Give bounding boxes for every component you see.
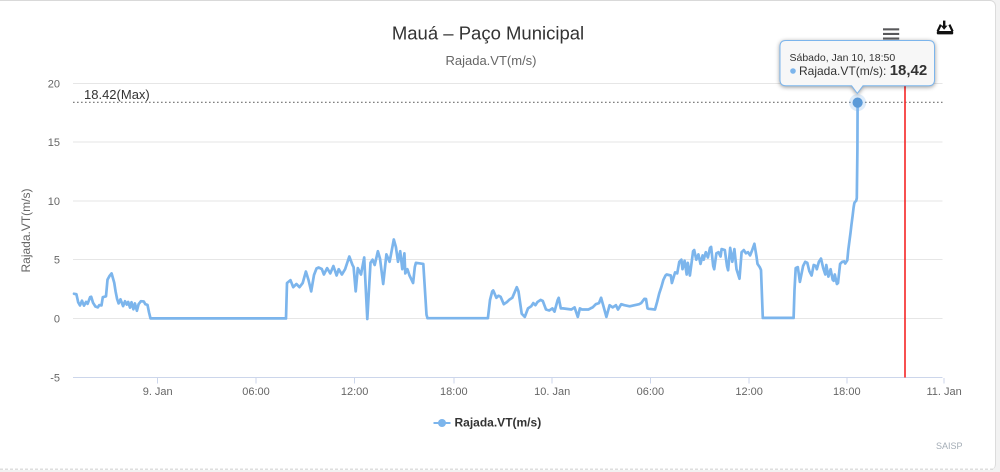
svg-text:SAISP: SAISP: [936, 441, 963, 451]
svg-text:06:00: 06:00: [242, 386, 270, 398]
svg-text:-5: -5: [50, 373, 60, 385]
svg-text:18.42(Max): 18.42(Max): [84, 87, 150, 102]
svg-text:20: 20: [48, 79, 60, 91]
svg-text:0: 0: [54, 314, 60, 326]
svg-text:18:00: 18:00: [833, 386, 861, 398]
svg-text:12:00: 12:00: [735, 386, 763, 398]
svg-text:15: 15: [48, 137, 60, 149]
svg-text:5: 5: [54, 255, 60, 267]
svg-text:12:00: 12:00: [341, 386, 369, 398]
svg-text:Rajada.VT(m/s): 18,42: Rajada.VT(m/s): 18,42: [799, 62, 927, 79]
svg-text:11. Jan: 11. Jan: [926, 386, 961, 398]
svg-text:10: 10: [48, 196, 60, 208]
svg-text:Sábado, Jan 10, 18:50: Sábado, Jan 10, 18:50: [790, 52, 896, 64]
svg-text:18:00: 18:00: [440, 386, 468, 398]
svg-text:06:00: 06:00: [637, 386, 665, 398]
svg-text:Rajada.VT(m/s): Rajada.VT(m/s): [455, 416, 542, 430]
svg-text:Rajada.VT(m/s): Rajada.VT(m/s): [445, 53, 536, 68]
svg-text:Rajada.VT(m/s): Rajada.VT(m/s): [19, 188, 33, 272]
svg-text:Mauá – Paço Municipal: Mauá – Paço Municipal: [392, 23, 584, 44]
svg-text:10. Jan: 10. Jan: [534, 386, 570, 398]
svg-text:9. Jan: 9. Jan: [143, 386, 173, 398]
